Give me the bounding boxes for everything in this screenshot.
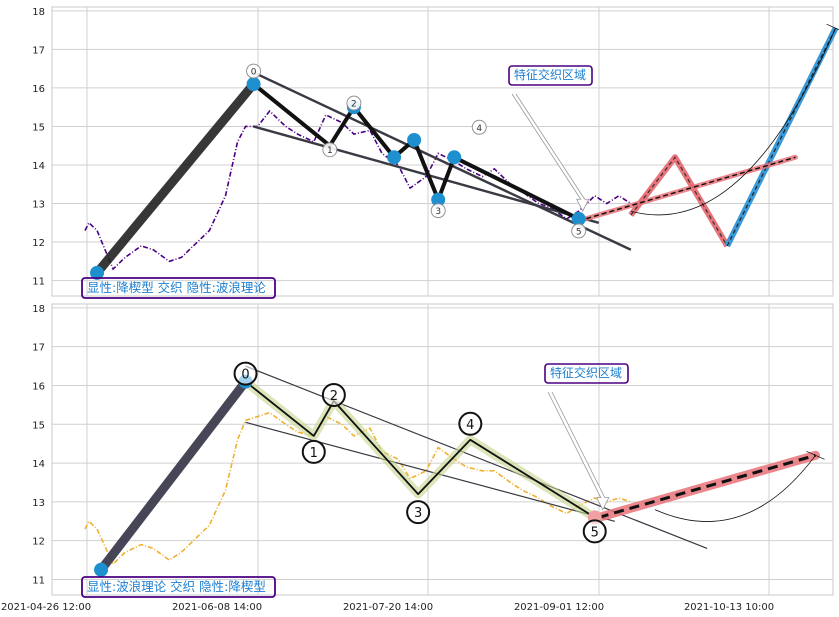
wave-label-circle <box>346 95 362 111</box>
wave-label: 0 <box>241 368 249 383</box>
plot-area <box>51 303 834 596</box>
annotation-text: 特征交织区域 <box>550 365 622 380</box>
wave-label: 0 <box>251 68 257 78</box>
projection-arc <box>630 28 836 216</box>
forecast-red-center <box>630 156 728 247</box>
wave-label-circle <box>582 519 607 544</box>
wave-marker <box>407 132 422 147</box>
annotation-box <box>508 65 593 86</box>
wave-marker <box>447 150 462 165</box>
y-tick-label: 18 <box>32 304 45 315</box>
wave-label-circle <box>301 439 326 464</box>
wave-path <box>244 380 596 519</box>
plot-area <box>51 6 834 297</box>
y-tick-label: 15 <box>32 420 45 431</box>
y-tick-label: 13 <box>32 200 45 211</box>
annotation-box <box>544 363 629 384</box>
wave-path <box>252 82 580 221</box>
y-tick-label: 17 <box>32 45 45 56</box>
projection-arc <box>654 455 816 522</box>
y-tick-label: 17 <box>32 343 45 354</box>
x-tick-label: 2021-06-08 14:00 <box>172 602 262 613</box>
wave-label-circle <box>458 411 483 436</box>
wave-label-circle <box>321 383 346 407</box>
pattern-label: 显性:降楔型 交织 隐性:波浪理论 <box>87 280 266 295</box>
y-tick-label: 11 <box>32 575 45 586</box>
price-line <box>84 109 632 271</box>
wave-marker <box>246 77 261 92</box>
y-tick-label: 15 <box>32 122 45 133</box>
impulse-leg <box>96 377 251 575</box>
y-tick-label: 13 <box>32 498 45 509</box>
wave-label: 3 <box>414 506 422 521</box>
wave-label: 2 <box>330 389 338 404</box>
x-tick-label: 2021-10-13 10:00 <box>684 602 774 613</box>
wave-marker <box>571 211 586 226</box>
wedge-lower-line <box>245 421 615 522</box>
start-marker <box>90 265 105 280</box>
arc-tick <box>806 450 825 460</box>
wave-label: 4 <box>466 418 474 433</box>
arc-tick <box>826 23 839 31</box>
x-tick-label: 2021-07-20 14:00 <box>343 602 433 613</box>
y-tick-label: 12 <box>32 537 45 548</box>
start-marker <box>94 562 109 577</box>
wedge-upper-line <box>253 71 632 251</box>
y-tick-label: 14 <box>32 161 45 172</box>
wave-label: 2 <box>351 100 357 110</box>
forecast-blue-center <box>726 27 837 247</box>
annotation-text: 特征交织区域 <box>514 67 586 82</box>
y-tick-label: 12 <box>32 238 45 249</box>
wave-label: 1 <box>327 146 333 156</box>
pattern-label-box <box>81 277 276 299</box>
y-tick-label: 16 <box>32 84 45 95</box>
y-tick-label: 11 <box>32 277 45 288</box>
wave-label: 5 <box>576 227 582 237</box>
wave-label-circle <box>233 361 258 386</box>
wave-label: 5 <box>591 525 599 540</box>
pattern-label: 显性:波浪理论 交织 隐性:降楔型 <box>87 579 266 594</box>
wave-label-circle <box>322 142 338 158</box>
annotation-arrow <box>547 391 610 511</box>
impulse-leg <box>92 79 259 278</box>
y-tick-label: 16 <box>32 381 45 392</box>
y-tick-label: 14 <box>32 459 45 470</box>
wave-label-circle <box>471 119 487 135</box>
wave-marker <box>431 192 446 207</box>
wave-label: 4 <box>476 124 482 134</box>
annotation-arrow <box>511 93 590 213</box>
forecast-target-line <box>598 453 816 519</box>
x-tick-label: 2021-09-01 12:00 <box>514 602 604 613</box>
y-tick-label: 18 <box>32 7 45 18</box>
wave-marker <box>387 150 402 165</box>
wave-label: 1 <box>310 446 318 461</box>
x-tick-label: 2021-04-26 12:00 <box>1 602 91 613</box>
forecast-target-line <box>578 156 796 222</box>
wave-label-circle <box>571 223 587 239</box>
wave-label: 3 <box>435 207 441 217</box>
wave-label-circle <box>406 500 431 525</box>
wave-label-circle <box>430 203 446 219</box>
wave-label-circle <box>246 63 262 79</box>
pattern-label-box <box>81 576 276 598</box>
